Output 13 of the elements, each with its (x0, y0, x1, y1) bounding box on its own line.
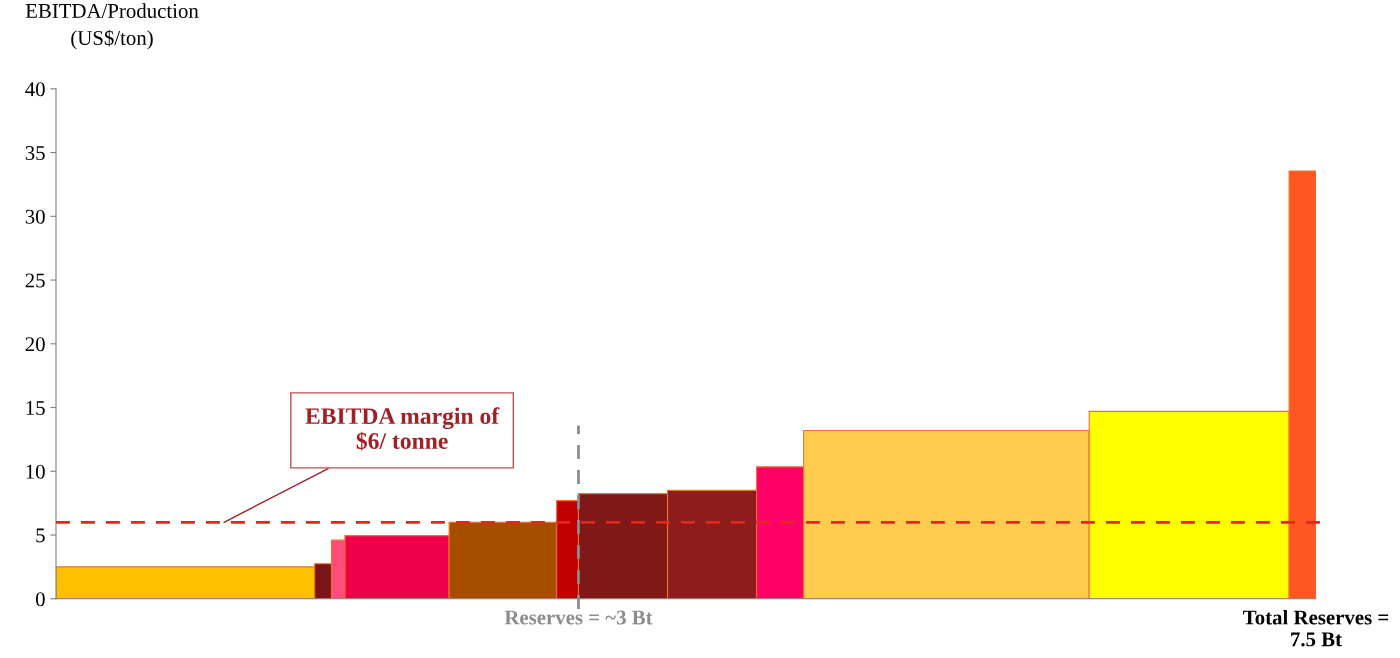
y-axis-title: EBITDA/Production (US$/ton) (25, 3, 199, 50)
x-tick-label: Reserves = ~3 Bt (504, 610, 653, 625)
y-tick-label: 10 (26, 464, 45, 479)
y-tick-label: 25 (25, 273, 45, 288)
y-tick-label: 30 (25, 209, 45, 224)
x-tick-label: Total Reserves = 7.5 Bt (1243, 609, 1389, 647)
y-tick-label: 5 (36, 528, 45, 543)
y-tick-label: 40 (25, 82, 45, 97)
y-tick-label: 15 (26, 401, 45, 415)
y-tick-label: 35 (25, 146, 45, 161)
y-tick-label: 20 (25, 337, 45, 352)
y-tick-label: 0 (35, 592, 45, 607)
ref-line-label: EBITDA margin of $6/ tonne (305, 407, 500, 451)
